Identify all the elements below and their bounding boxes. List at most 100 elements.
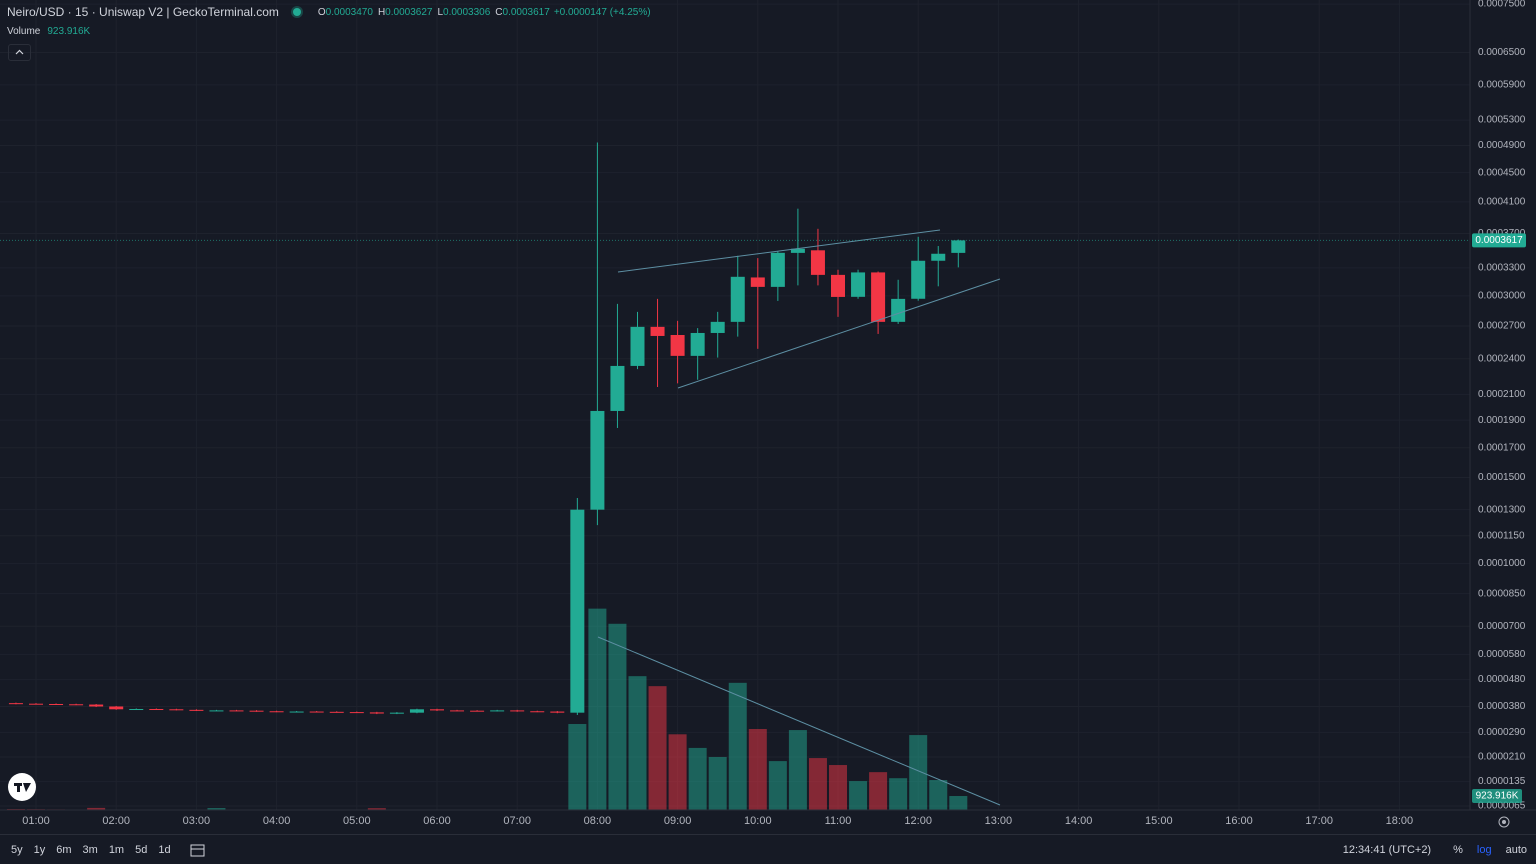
range-button[interactable]: 3m (82, 843, 98, 856)
candle-body (590, 410, 605, 510)
candle-body (29, 703, 43, 705)
candles (8, 142, 966, 715)
candle-body (891, 298, 906, 322)
change-value: +0.0000147 (+4.25%) (553, 6, 651, 18)
x-tick-label: 07:00 (503, 815, 531, 827)
candle-body (249, 710, 264, 712)
y-tick-label: 0.0004900 (1478, 140, 1526, 151)
candle-body (530, 711, 545, 713)
x-tick-label: 04:00 (263, 815, 291, 827)
volume-name: Volume (7, 26, 41, 37)
candle-body (510, 710, 525, 712)
ohlc-key: O (317, 6, 326, 18)
x-tick-label: 03:00 (183, 815, 211, 827)
scale-option[interactable]: % (1453, 843, 1463, 856)
collapse-icon[interactable] (9, 45, 30, 60)
volume-bar (648, 686, 667, 810)
candle-body (570, 509, 585, 713)
range-button[interactable]: 5d (135, 843, 148, 856)
symbol-title: Neiro/USD · 15 · Uniswap V2 | GeckoTermi… (7, 5, 279, 19)
range-button[interactable]: 1y (33, 843, 46, 856)
legend-header: Neiro/USD · 15 · Uniswap V2 | GeckoTermi… (7, 5, 651, 19)
ohlc-value: 0.0003470 (325, 6, 373, 18)
last-price-label: 0.0003617 (1475, 235, 1523, 246)
candle-body (389, 712, 404, 714)
drawings (597, 229, 1001, 806)
volume-bar (889, 778, 908, 810)
candle-body (269, 711, 284, 713)
x-tick-label: 09:00 (664, 815, 692, 827)
candle-body (871, 272, 886, 322)
candle-body (409, 709, 424, 713)
chevron[interactable] (15, 49, 24, 55)
volume-bar (929, 780, 948, 810)
settings-icon[interactable] (1498, 816, 1510, 828)
candle-body (670, 334, 685, 356)
last-price-box (1472, 233, 1526, 248)
candle-body (610, 365, 625, 411)
range-button[interactable]: 5y (11, 843, 23, 856)
candle-body (129, 709, 144, 711)
range-button[interactable]: 1m (108, 843, 125, 856)
date-range-icon[interactable] (189, 842, 207, 858)
volume-bar (668, 734, 687, 810)
x-tick-label: 08:00 (584, 815, 612, 827)
y-tick-label: 0.0000580 (1478, 649, 1526, 660)
scale-option[interactable]: auto (1505, 843, 1527, 856)
ohlc-key: H (377, 6, 386, 18)
candle-body (550, 711, 565, 713)
volume-bar (728, 682, 747, 810)
candle-body (430, 709, 444, 711)
candle-body (369, 712, 384, 714)
x-tick-label: 17:00 (1305, 815, 1333, 827)
candle-body (169, 709, 184, 711)
settings-icon[interactable] (1502, 820, 1506, 824)
collapse-button[interactable] (8, 44, 31, 61)
y-tick-label: 0.0005300 (1478, 115, 1526, 126)
x-tick-label: 12:00 (904, 815, 932, 827)
ohlc-value: 0.0003306 (443, 6, 491, 18)
volume-bar (708, 757, 727, 810)
candle-body (851, 272, 866, 297)
trend-line-lower (677, 278, 1001, 389)
x-tick-label: 13:00 (985, 815, 1013, 827)
calendar[interactable] (190, 844, 205, 856)
y-tick-label: 0.0004500 (1478, 167, 1526, 178)
volume-bar (588, 608, 607, 810)
volume-bar (788, 730, 807, 810)
candle-body (710, 321, 725, 333)
range-button[interactable]: 1d (158, 843, 171, 856)
volume-bar (808, 758, 827, 810)
candle-body (309, 711, 324, 713)
x-tick-label: 02:00 (102, 815, 130, 827)
volume-value: 923.916K (47, 26, 91, 37)
x-tick-label: 01:00 (22, 815, 50, 827)
y-tick-label: 0.0004100 (1478, 197, 1526, 208)
candle-body (450, 710, 465, 712)
volume-bar (768, 761, 787, 810)
candle-body (69, 704, 84, 706)
volume-bar (869, 772, 888, 810)
ohlc-value: 0.0003627 (385, 6, 433, 18)
volume-pane (6, 608, 968, 810)
candle-body (931, 253, 946, 261)
candle-body (8, 703, 23, 705)
y-tick-label: 0.0005900 (1478, 79, 1526, 90)
candle-body (109, 706, 124, 710)
y-tick-label: 0.0006500 (1478, 47, 1526, 58)
volume-bar (909, 735, 928, 810)
y-tick-label: 0.0002400 (1478, 353, 1526, 364)
y-tick-label: 0.0001700 (1478, 442, 1526, 453)
volume-bar (829, 765, 847, 810)
x-tick-label: 16:00 (1225, 815, 1253, 827)
range-button[interactable]: 6m (56, 843, 72, 856)
candle-body (911, 260, 926, 299)
candle-body (189, 709, 204, 711)
candle-body (770, 252, 785, 287)
settings-icon[interactable] (1498, 816, 1510, 828)
scale-option[interactable]: log (1476, 843, 1492, 856)
candle-body (831, 274, 845, 297)
y-tick-label: 0.0001000 (1478, 558, 1526, 569)
y-tick-label: 0.0000480 (1478, 674, 1526, 685)
